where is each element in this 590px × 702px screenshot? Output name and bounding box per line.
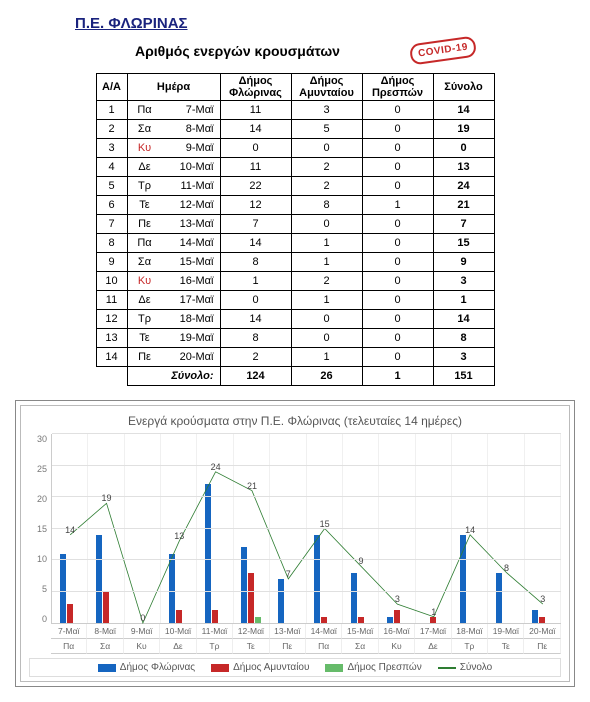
- th-florina: Δήμος Φλώρινας: [220, 74, 291, 101]
- region-title: Π.Ε. ΦΛΩΡΙΝΑΣ: [75, 15, 188, 32]
- chart-value-label: 3: [540, 594, 545, 604]
- chart-total-line: [52, 434, 561, 623]
- chart-value-label: 14: [65, 525, 75, 535]
- table-row: 13Τε19-Μαϊ8008: [96, 329, 494, 348]
- chart-value-label: 8: [504, 563, 509, 573]
- totals-label: Σύνολο:: [127, 367, 220, 386]
- chart-value-label: 1: [431, 607, 436, 617]
- chart-value-label: 3: [395, 594, 400, 604]
- cases-table: Α/Α Ημέρα Δήμος Φλώρινας Δήμος Αμυνταίου…: [96, 73, 495, 386]
- chart-value-label: 13: [174, 531, 184, 541]
- chart-container: Ενεργά κρούσματα στην Π.Ε. Φλώρινας (τελ…: [15, 400, 575, 687]
- table-row: 8Πα14-Μαϊ141015: [96, 234, 494, 253]
- legend-prespes: Δήμος Πρεσπών: [347, 662, 421, 673]
- chart-value-label: 24: [211, 462, 221, 472]
- table-row: 14Πε20-Μαϊ2103: [96, 348, 494, 367]
- totals-florina: 124: [220, 367, 291, 386]
- legend-total: Σύνολο: [460, 662, 492, 673]
- totals-prespes: 1: [362, 367, 433, 386]
- table-row: 9Σα15-Μαϊ8109: [96, 253, 494, 272]
- chart-xaxis-days: ΠαΣαΚυΔεΤρΤεΠεΠαΣαΚυΔεΤρΤεΠε: [51, 639, 561, 654]
- legend-amyntaio: Δήμος Αμυνταίου: [233, 662, 309, 673]
- table-row: 7Πε13-Μαϊ7007: [96, 215, 494, 234]
- th-total: Σύνολο: [433, 74, 494, 101]
- th-aa: Α/Α: [96, 74, 127, 101]
- totals-amyntaio: 26: [291, 367, 362, 386]
- table-row: 3Κυ9-Μαϊ0000: [96, 139, 494, 158]
- table-row: 2Σα8-Μαϊ145019: [96, 120, 494, 139]
- table-row: 5Τρ11-Μαϊ222024: [96, 177, 494, 196]
- covid-stamp: COVID-19: [409, 36, 477, 66]
- table-row: 4Δε10-Μαϊ112013: [96, 158, 494, 177]
- table-row: 1Πα7-Μαϊ113014: [96, 101, 494, 120]
- chart-value-label: 0: [140, 613, 145, 623]
- table-row: 12Τρ18-Μαϊ140014: [96, 310, 494, 329]
- chart-value-label: 14: [465, 525, 475, 535]
- table-row: 6Τε12-Μαϊ128121: [96, 196, 494, 215]
- th-amyntaio: Δήμος Αμυνταίου: [291, 74, 362, 101]
- chart-yaxis: 051015202530: [29, 434, 51, 624]
- table-row: 11Δε17-Μαϊ0101: [96, 291, 494, 310]
- chart-xaxis: 7-Μαϊ8-Μαϊ9-Μαϊ10-Μαϊ11-Μαϊ12-Μαϊ13-Μαϊ1…: [51, 624, 561, 639]
- chart-value-label: 15: [320, 519, 330, 529]
- chart-title: Ενεργά κρούσματα στην Π.Ε. Φλώρινας (τελ…: [29, 414, 561, 428]
- table-row: 10Κυ16-Μαϊ1203: [96, 272, 494, 291]
- page-subtitle: Αριθμός ενεργών κρουσμάτων: [135, 43, 340, 59]
- chart-value-label: 19: [102, 493, 112, 503]
- totals-sum: 151: [433, 367, 494, 386]
- chart-value-label: 21: [247, 481, 257, 491]
- th-prespes: Δήμος Πρεσπών: [362, 74, 433, 101]
- legend-florina: Δήμος Φλώρινας: [120, 662, 195, 673]
- chart-value-label: 7: [286, 569, 291, 579]
- chart-value-label: 9: [359, 556, 364, 566]
- chart-grid: 14 19 0 13 24 21 7 15 9 3 1 14 8 3: [51, 434, 561, 624]
- th-day: Ημέρα: [127, 74, 220, 101]
- chart-legend: Δήμος Φλώρινας Δήμος Αμυνταίου Δήμος Πρε…: [29, 658, 561, 677]
